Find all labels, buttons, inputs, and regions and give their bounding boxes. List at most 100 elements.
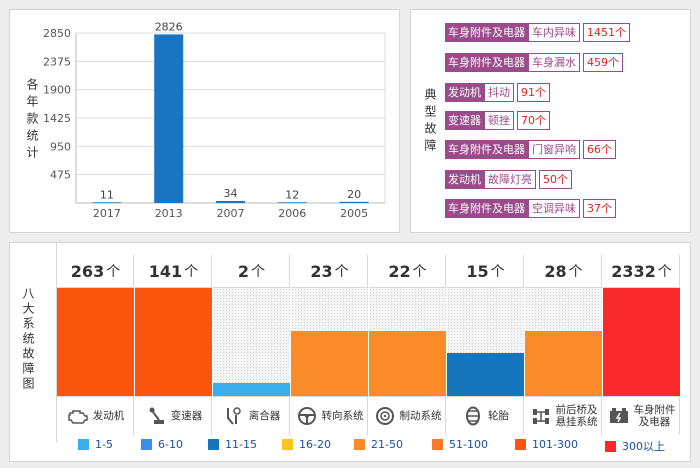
typical-fault-item[interactable]: 车身附件及电器 车身漏水 459个 bbox=[445, 53, 623, 72]
bar-value-label: 11 bbox=[100, 188, 114, 201]
fault-system-label: 前后桥及 悬挂系统 bbox=[555, 404, 598, 428]
fault-category-tag: 发动机 bbox=[445, 83, 484, 102]
yearly-chart-panel: 各年款统计 475 950 1425 1900 2375 2850 11 2017 2826 20… bbox=[9, 9, 400, 233]
y-tick-label: 1425 bbox=[43, 112, 71, 125]
fault-count-unit: 个 bbox=[184, 264, 199, 280]
fault-system-label: 车身附件 及电器 bbox=[633, 404, 676, 428]
fault-count-tag: 91个 bbox=[517, 83, 550, 102]
fault-name-tag: 抖动 bbox=[484, 83, 514, 102]
fault-count-unit: 个 bbox=[334, 264, 349, 280]
bar-2017 bbox=[92, 202, 122, 204]
engine-icon bbox=[67, 405, 89, 427]
y-tick-label: 475 bbox=[50, 169, 71, 182]
bar-value-label: 20 bbox=[347, 188, 361, 201]
fault-count-value: 263 bbox=[70, 261, 105, 281]
fault-bar-area bbox=[135, 288, 212, 396]
fault-count-value: 141 bbox=[148, 261, 183, 281]
legend-swatch bbox=[282, 439, 293, 450]
steering-wheel-icon bbox=[296, 405, 318, 427]
fault-name-tag: 故障灯亮 bbox=[484, 170, 536, 189]
y-tick-label: 2850 bbox=[43, 27, 71, 40]
fault-count-tag: 459个 bbox=[583, 53, 623, 72]
fault-name-tag: 顿挫 bbox=[484, 111, 514, 130]
fault-category-tag: 车身附件及电器 bbox=[445, 53, 528, 72]
fault-map-side-label: 八大系统故障图 bbox=[21, 287, 35, 392]
legend-label: 6-10 bbox=[158, 438, 183, 451]
fault-count-unit: 个 bbox=[568, 264, 583, 280]
fault-count-header: 263 个 bbox=[57, 255, 134, 288]
legend-label: 300以上 bbox=[622, 440, 665, 453]
fault-level-bar bbox=[57, 288, 134, 396]
legend-item: 16-20 bbox=[282, 438, 331, 451]
fault-name-tag: 车身漏水 bbox=[528, 53, 580, 72]
legend-item: 101-300 bbox=[515, 438, 578, 451]
fault-level-bar bbox=[447, 352, 524, 396]
fault-column[interactable]: 15 个轮胎 bbox=[447, 255, 524, 435]
fault-count-value: 23 bbox=[310, 261, 333, 281]
typical-fault-item[interactable]: 变速器 顿挫 70个 bbox=[445, 111, 550, 130]
fault-column[interactable]: 263 个发动机 bbox=[57, 255, 134, 435]
fault-system-label: 离合器 bbox=[248, 410, 281, 422]
fault-column[interactable]: 141 个变速器 bbox=[135, 255, 212, 435]
bar-2005 bbox=[339, 201, 369, 203]
typical-fault-item[interactable]: 车身附件及电器 空调异味 37个 bbox=[445, 199, 616, 218]
typical-fault-item[interactable]: 发动机 抖动 91个 bbox=[445, 83, 550, 102]
fault-system-label: 轮胎 bbox=[488, 410, 509, 422]
fault-level-bar bbox=[135, 288, 212, 396]
legend-swatch bbox=[605, 440, 616, 452]
fault-count-value: 22 bbox=[388, 261, 411, 281]
fault-count-unit: 个 bbox=[490, 264, 505, 280]
fault-name-tag: 车内异味 bbox=[528, 23, 580, 42]
typical-fault-item[interactable]: 发动机 故障灯亮 50个 bbox=[445, 170, 572, 189]
legend-swatch bbox=[515, 439, 526, 450]
fault-name-tag: 空调异味 bbox=[528, 199, 580, 218]
fault-map-columns: 263 个发动机 141 个变速器 2 个离合器 23 个转向系统 22 个制动系统 15 个轮胎 28… bbox=[56, 243, 682, 443]
bar-value-label: 2826 bbox=[155, 20, 183, 33]
fault-count-tag: 37个 bbox=[583, 199, 616, 218]
bar-2013 bbox=[154, 34, 184, 203]
legend-item: 21-50 bbox=[354, 438, 403, 451]
gear-shift-icon bbox=[145, 405, 167, 427]
fault-column[interactable]: 22 个制动系统 bbox=[369, 255, 446, 435]
battery-icon bbox=[608, 405, 630, 427]
clutch-icon bbox=[223, 405, 245, 427]
fault-category-tag: 车身附件及电器 bbox=[445, 199, 528, 218]
fault-count-value: 2332 bbox=[611, 261, 656, 281]
legend-label: 1-5 bbox=[95, 438, 113, 451]
tire-icon bbox=[462, 405, 484, 427]
yearly-chart-side-label: 各年款统计 bbox=[25, 78, 39, 163]
fault-bar-area bbox=[525, 288, 602, 396]
fault-column[interactable]: 2 个离合器 bbox=[213, 255, 290, 435]
fault-bar-area bbox=[213, 288, 290, 396]
fault-system-footer: 前后桥及 悬挂系统 bbox=[525, 396, 602, 435]
fault-bar-area bbox=[603, 288, 680, 396]
fault-system-label: 变速器 bbox=[170, 410, 203, 422]
yearly-bar-chart: 475 950 1425 1900 2375 2850 11 2017 2826 2013 34 20… bbox=[43, 20, 386, 220]
fault-name-tag: 门窗异响 bbox=[528, 140, 580, 159]
fault-column[interactable]: 28 个前后桥及 悬挂系统 bbox=[525, 255, 602, 435]
fault-column[interactable]: 2332 个车身附件 及电器 bbox=[603, 255, 680, 435]
typical-fault-item[interactable]: 车身附件及电器 门窗异响 66个 bbox=[445, 140, 616, 159]
legend-item: 51-100 bbox=[432, 438, 488, 451]
fault-count-tag: 1451个 bbox=[583, 23, 630, 42]
legend-label: 51-100 bbox=[449, 438, 488, 451]
fault-count-header: 23 个 bbox=[291, 255, 368, 288]
fault-level-bar bbox=[291, 331, 368, 396]
fault-system-footer: 车身附件 及电器 bbox=[603, 396, 680, 435]
fault-count-value: 28 bbox=[544, 261, 567, 281]
fault-system-label: 转向系统 bbox=[321, 410, 364, 422]
fault-system-footer: 变速器 bbox=[135, 396, 212, 435]
legend-swatch bbox=[78, 439, 89, 450]
typical-fault-item[interactable]: 车身附件及电器 车内异味 1451个 bbox=[445, 23, 630, 42]
fault-count-tag: 70个 bbox=[517, 111, 550, 130]
fault-system-footer: 发动机 bbox=[57, 396, 134, 435]
x-tick-label: 2013 bbox=[155, 207, 183, 220]
fault-system-footer: 离合器 bbox=[213, 396, 290, 435]
legend-label: 21-50 bbox=[371, 438, 403, 451]
fault-category-tag: 车身附件及电器 bbox=[445, 140, 528, 159]
fault-count-header: 141 个 bbox=[135, 255, 212, 288]
fault-column[interactable]: 23 个转向系统 bbox=[291, 255, 368, 435]
x-tick-label: 2017 bbox=[93, 207, 121, 220]
legend-item: 6-10 bbox=[141, 438, 183, 451]
legend-label: 16-20 bbox=[299, 438, 331, 451]
